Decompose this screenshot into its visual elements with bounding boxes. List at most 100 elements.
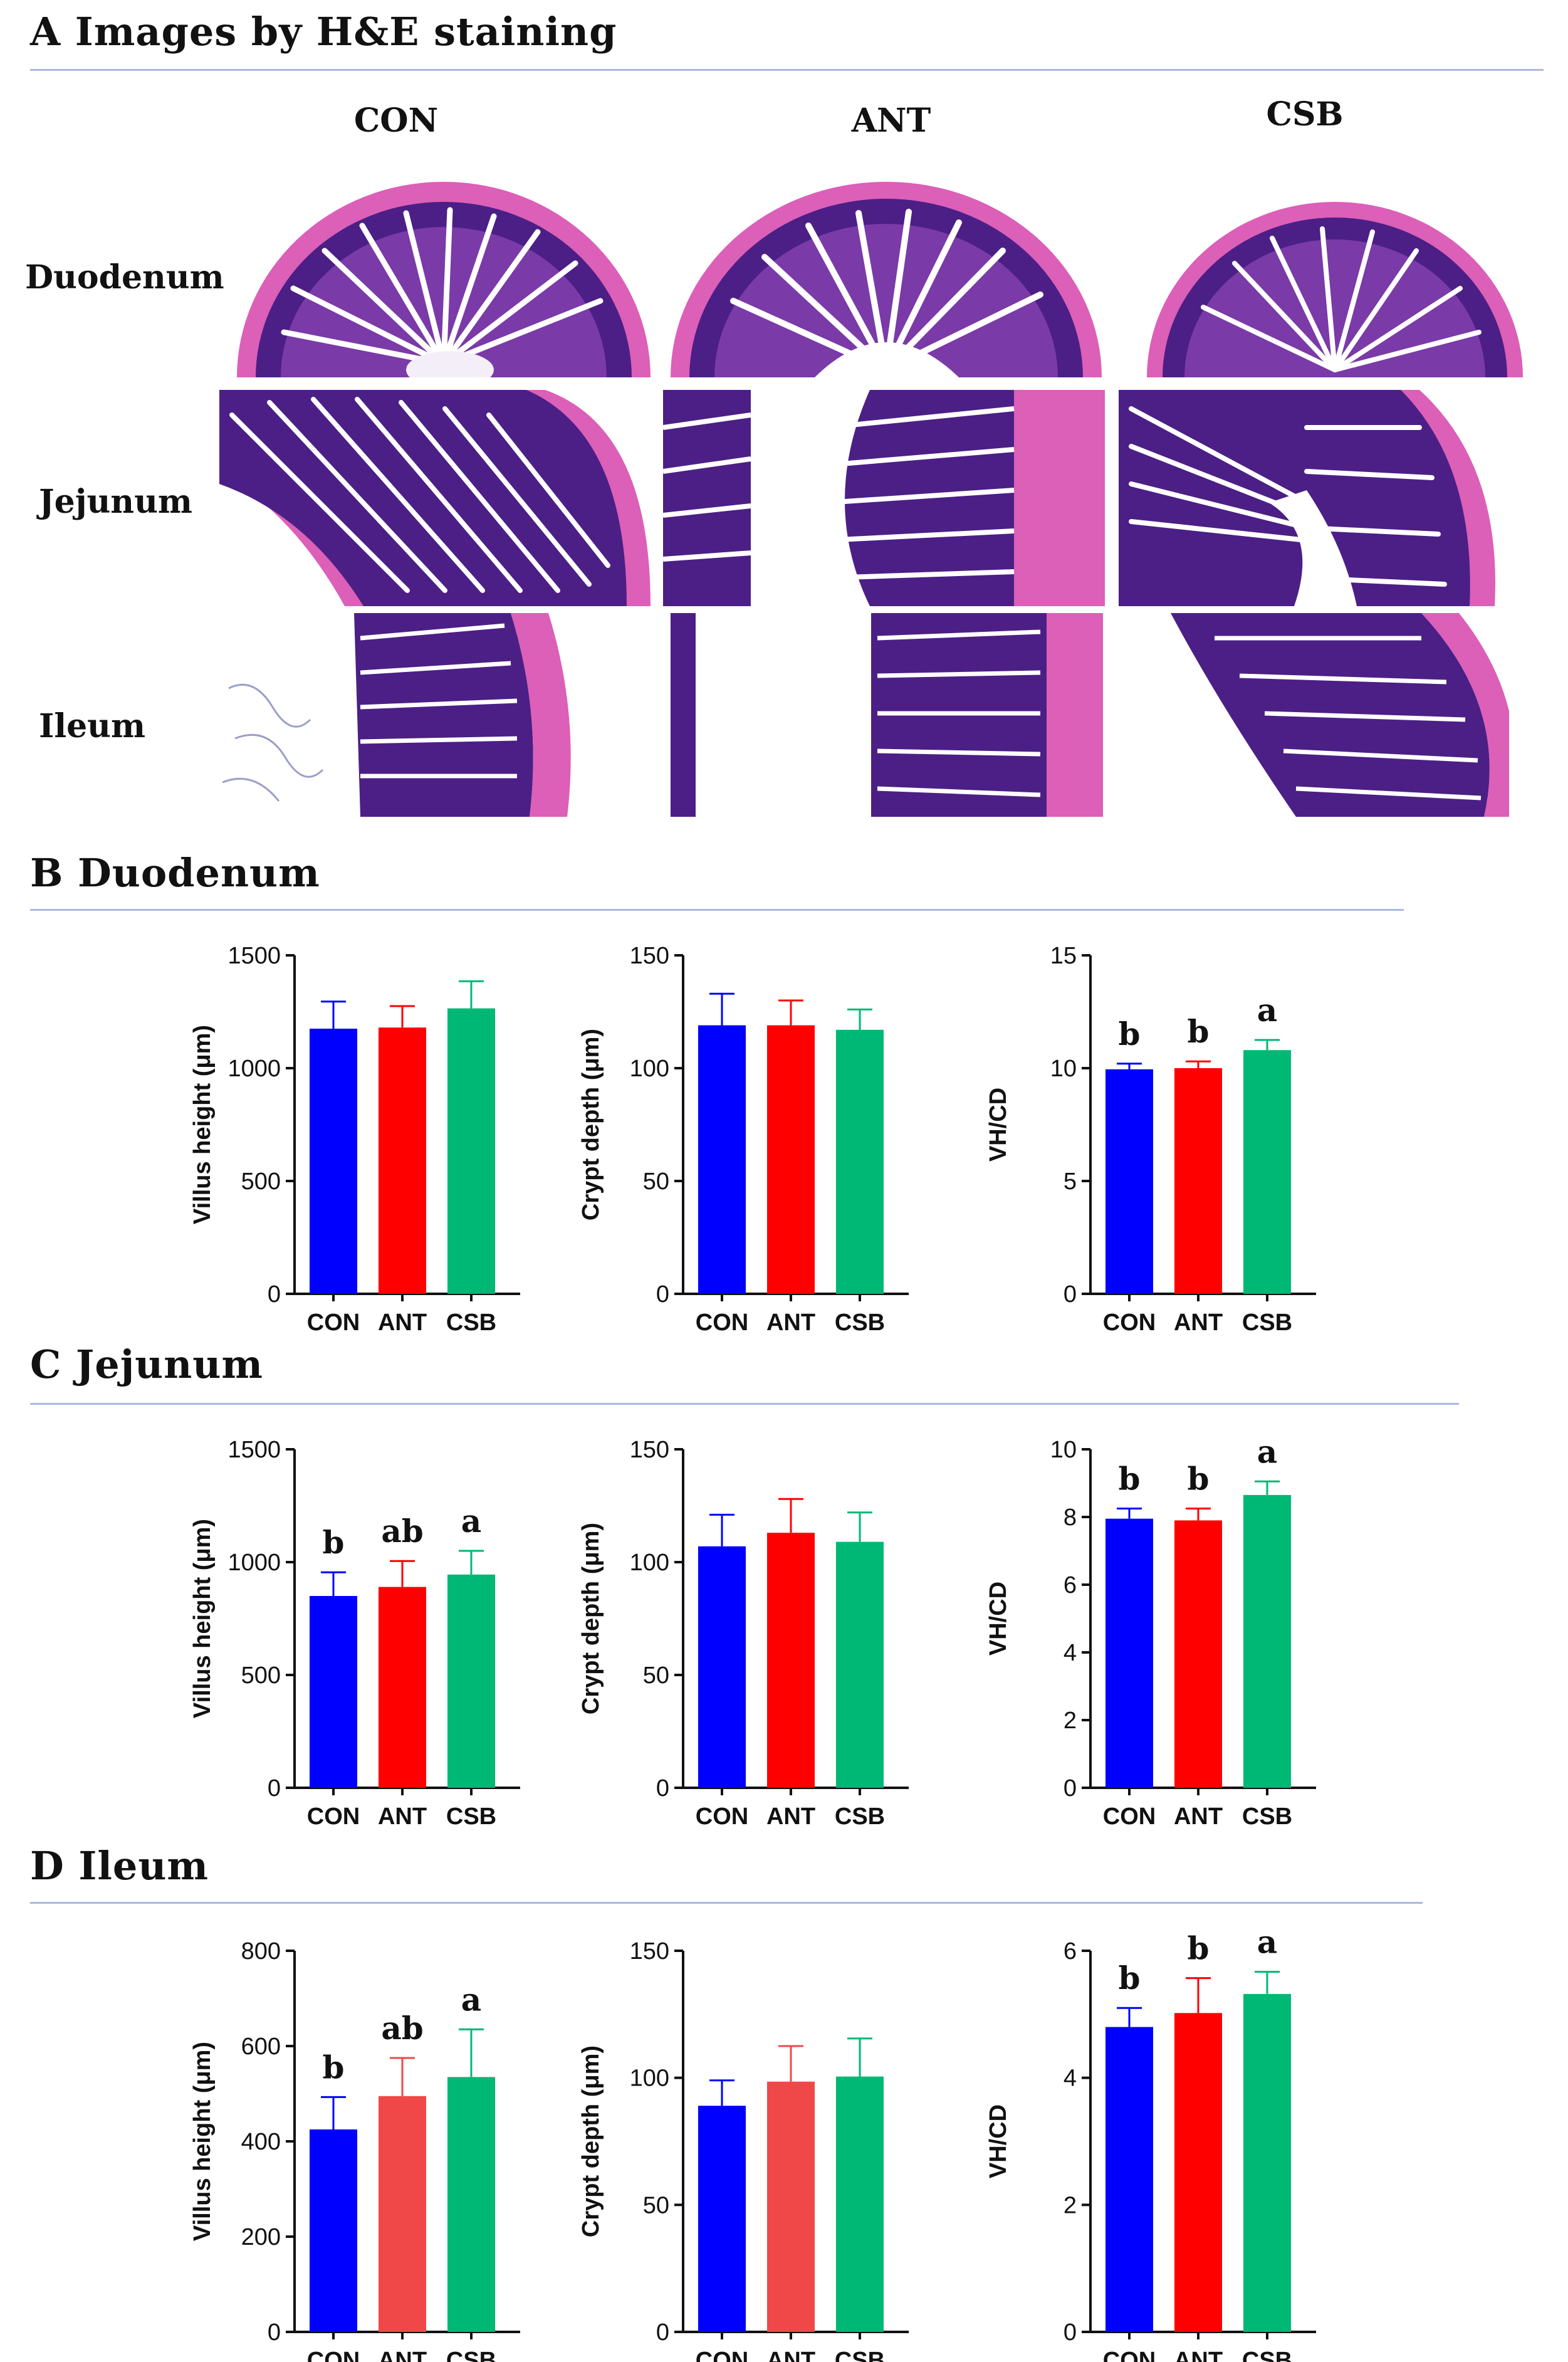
duo-ratio-y-tick-label: 15 bbox=[1050, 943, 1077, 969]
ile-ratio-category-label: CSB bbox=[1242, 2348, 1292, 2362]
duo-vh-category-label: ANT bbox=[378, 1310, 427, 1336]
ile-vh-category-label: CSB bbox=[446, 2348, 496, 2362]
duo-ratio-y-axis-label: VH/CD bbox=[985, 1088, 1011, 1162]
jej-vh-category-label: CSB bbox=[446, 1803, 496, 1830]
ile-vh-y-tick-label: 200 bbox=[241, 2224, 281, 2250]
ile-vh-sig-letter: ab bbox=[381, 2010, 423, 2047]
jej-vh-y-axis-label: Villus height (μm) bbox=[189, 1519, 216, 1718]
ile-cd-bar-con bbox=[698, 2106, 746, 2332]
jej-ratio-y-axis-label: VH/CD bbox=[985, 1582, 1011, 1656]
ile-vh-bar-csb bbox=[447, 2077, 495, 2332]
ile-ratio-sig-letter: b bbox=[1119, 1960, 1141, 1997]
jej-ratio-y-tick-label: 6 bbox=[1064, 1572, 1077, 1598]
ile-cd-y-tick-label: 50 bbox=[643, 2192, 669, 2218]
jej-ratio-sig-letter: b bbox=[1188, 1461, 1210, 1498]
he-image-ileum-csb bbox=[1133, 613, 1509, 817]
ile-vh-y-tick-label: 0 bbox=[268, 2319, 281, 2346]
jej-cd-category-label: CSB bbox=[835, 1803, 885, 1830]
jej-cd-bar-csb bbox=[836, 1541, 884, 1788]
section-title-c: C Jejunum bbox=[30, 1341, 263, 1387]
duo-vh-y-tick-label: 1000 bbox=[227, 1056, 281, 1082]
duo-ratio-y-tick-label: 5 bbox=[1064, 1168, 1077, 1195]
ile-vh-sig-letter: a bbox=[461, 1981, 481, 2018]
ile-vh-bar-con bbox=[310, 2129, 357, 2332]
ile-ratio-category-label: ANT bbox=[1174, 2348, 1223, 2362]
jej-ratio-category-label: CON bbox=[1103, 1803, 1156, 1830]
ile-cd-bar-ant bbox=[767, 2081, 815, 2332]
column-label-con: CON bbox=[353, 102, 439, 140]
ile-ratio-bar-ant bbox=[1174, 2013, 1222, 2332]
jej-vh-y-tick-label: 500 bbox=[241, 1662, 281, 1689]
jej-cd-y-tick-label: 100 bbox=[630, 1550, 669, 1576]
ile-vh-bar-ant bbox=[379, 2096, 426, 2332]
row-label-duodenum: Duodenum bbox=[25, 258, 224, 297]
row-label-jejunum: Jejunum bbox=[39, 483, 192, 521]
ile-ratio-sig-letter: a bbox=[1257, 1923, 1277, 1960]
duo-ratio-sig-letter: b bbox=[1188, 1013, 1210, 1050]
section-title-b: B Duodenum bbox=[30, 850, 320, 896]
he-image-ileum-ant bbox=[671, 613, 1103, 817]
jej-cd-y-axis-label: Crypt depth (μm) bbox=[578, 1523, 604, 1714]
duo-cd-y-tick-label: 50 bbox=[643, 1168, 669, 1195]
duo-vh-bar-ant bbox=[379, 1027, 426, 1294]
he-image-jejunum-csb bbox=[1119, 390, 1502, 606]
ile-vh-y-tick-label: 600 bbox=[241, 2034, 281, 2060]
jej-cd-y-tick-label: 150 bbox=[630, 1437, 669, 1463]
jej-vh-sig-letter: b bbox=[323, 1524, 345, 1561]
duo-vh-bar-csb bbox=[447, 1008, 495, 1294]
jej-ratio-sig-letter: a bbox=[1257, 1433, 1277, 1470]
duo-ratio-y-tick-label: 10 bbox=[1050, 1056, 1077, 1082]
ile-cd-category-label: CON bbox=[696, 2348, 748, 2362]
ile-vh-category-label: CON bbox=[307, 2348, 360, 2362]
jej-cd-y-tick-label: 0 bbox=[656, 1775, 669, 1802]
jej-ratio-y-tick-label: 0 bbox=[1064, 1775, 1077, 1802]
ile-cd-y-tick-label: 150 bbox=[630, 1938, 669, 1965]
ile-ratio-y-tick-label: 2 bbox=[1064, 2192, 1077, 2218]
jej-vh-bar-csb bbox=[447, 1574, 495, 1788]
he-image-duodenum-con bbox=[224, 182, 651, 377]
jej-vh-y-tick-label: 1000 bbox=[227, 1550, 281, 1576]
jej-vh-y-tick-label: 1500 bbox=[227, 1437, 281, 1463]
jej-vh-bar-ant bbox=[379, 1587, 426, 1788]
duo-ratio-bar-csb bbox=[1243, 1050, 1291, 1294]
ile-ratio-bar-con bbox=[1105, 2027, 1153, 2332]
jej-vh-sig-letter: a bbox=[461, 1503, 481, 1540]
jej-cd-bar-con bbox=[698, 1546, 746, 1788]
duo-vh-y-tick-label: 500 bbox=[241, 1168, 281, 1195]
column-label-csb: CSB bbox=[1266, 95, 1344, 134]
ile-ratio-y-axis-label: VH/CD bbox=[985, 2104, 1011, 2178]
jej-ratio-y-tick-label: 2 bbox=[1064, 1708, 1077, 1734]
jej-vh-sig-letter: ab bbox=[381, 1513, 423, 1550]
duo-cd-category-label: ANT bbox=[766, 1310, 815, 1336]
ile-cd-y-tick-label: 0 bbox=[656, 2319, 669, 2346]
jej-vh-bar-con bbox=[310, 1596, 357, 1788]
jej-ratio-bar-ant bbox=[1174, 1520, 1222, 1788]
ile-ratio-bar-csb bbox=[1243, 1993, 1291, 2332]
jej-ratio-sig-letter: b bbox=[1119, 1461, 1141, 1498]
jej-cd-category-label: CON bbox=[696, 1803, 748, 1830]
duo-vh-bar-con bbox=[310, 1029, 357, 1294]
he-image-jejunum-con bbox=[219, 390, 651, 606]
duo-ratio-category-label: ANT bbox=[1174, 1310, 1223, 1336]
ile-ratio-y-tick-label: 4 bbox=[1064, 2065, 1077, 2092]
section-divider-a bbox=[30, 69, 1544, 71]
duo-cd-y-tick-label: 100 bbox=[630, 1056, 669, 1082]
jej-vh-category-label: CON bbox=[307, 1803, 360, 1830]
duo-cd-y-tick-label: 0 bbox=[656, 1281, 669, 1308]
section-divider-b bbox=[30, 909, 1404, 911]
duo-cd-y-axis-label: Crypt depth (μm) bbox=[578, 1029, 604, 1220]
section-title-d: D Ileum bbox=[30, 1843, 209, 1889]
duo-cd-category-label: CON bbox=[696, 1310, 748, 1336]
ile-vh-category-label: ANT bbox=[378, 2348, 427, 2362]
duo-ratio-bar-ant bbox=[1174, 1068, 1222, 1294]
duo-ratio-bar-con bbox=[1105, 1069, 1153, 1294]
duo-cd-bar-csb bbox=[836, 1029, 884, 1294]
he-image-duodenum-csb bbox=[1122, 182, 1537, 377]
jej-ratio-bar-con bbox=[1105, 1518, 1153, 1788]
duo-ratio-category-label: CSB bbox=[1242, 1310, 1292, 1336]
ile-ratio-category-label: CON bbox=[1103, 2348, 1156, 2362]
duo-ratio-y-tick-label: 0 bbox=[1064, 1281, 1077, 1308]
jej-cd-bar-ant bbox=[767, 1533, 815, 1788]
ile-vh-y-tick-label: 800 bbox=[241, 1938, 281, 1965]
duo-ratio-sig-letter: b bbox=[1119, 1016, 1141, 1052]
